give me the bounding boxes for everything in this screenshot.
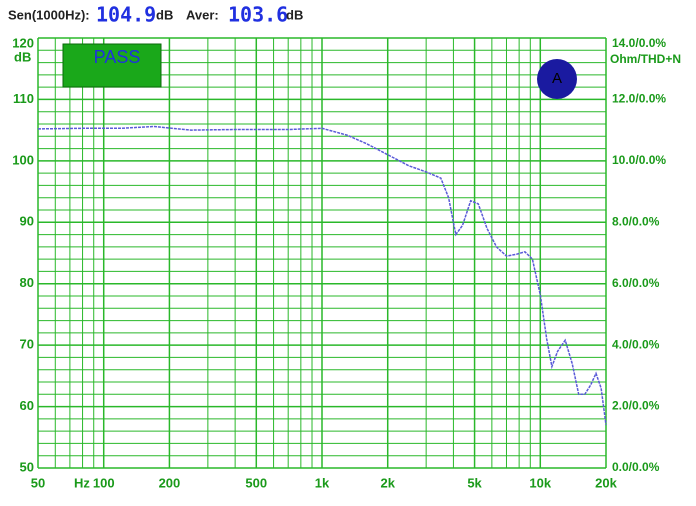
- y-tick-label: 100: [12, 152, 34, 167]
- y-tick-label: 50: [20, 459, 34, 474]
- x-tick-label: 10k: [529, 475, 551, 490]
- y2-tick-label: 14.0/0.0%: [612, 36, 666, 50]
- y2-axis-label: Ohm/THD+N: [610, 52, 681, 66]
- y-tick-label: 80: [20, 275, 34, 290]
- response-line: [37, 125, 607, 426]
- x-tick-label: 2k: [380, 475, 395, 490]
- x-tick-label: 200: [159, 475, 181, 490]
- y2-tick-label: 12.0/0.0%: [612, 92, 666, 106]
- x-tick-label: 500: [245, 475, 267, 490]
- x-tick-label: 1k: [315, 475, 330, 490]
- y-tick-label: 60: [20, 398, 34, 413]
- x-axis-label: Hz: [74, 475, 90, 490]
- aver-unit: dB: [286, 7, 303, 22]
- sen-value: 104.9: [96, 3, 156, 27]
- sen-unit: dB: [156, 7, 173, 22]
- badge: A: [552, 70, 562, 87]
- aver-value: 103.6: [228, 3, 288, 27]
- y-tick-label: 110: [13, 91, 34, 106]
- badge-circle: [537, 59, 577, 99]
- y2-tick-label: 2.0/0.0%: [612, 399, 660, 413]
- aver-label: Aver:: [186, 7, 219, 22]
- x-tick-label: 100: [93, 475, 115, 490]
- x-tick-label: 20k: [595, 475, 617, 490]
- x-tick-label: 50: [31, 475, 45, 490]
- x-tick-label: 5k: [467, 475, 482, 490]
- status: PASS: [94, 47, 141, 67]
- sen-label: Sen(1000Hz):: [8, 7, 90, 22]
- status-box: [62, 43, 162, 88]
- y-axis-label: dB: [14, 49, 31, 64]
- y2-tick-label: 8.0/0.0%: [612, 214, 660, 228]
- y2-tick-label: 4.0/0.0%: [612, 337, 660, 351]
- y2-tick-label: 10.0/0.0%: [612, 153, 666, 167]
- y-tick-label: 120: [12, 35, 34, 50]
- y2-tick-label: 6.0/0.0%: [612, 276, 660, 290]
- y2-tick-label: 0.0/0.0%: [612, 460, 660, 474]
- y-tick-label: 70: [20, 337, 34, 352]
- y-tick-label: 90: [20, 214, 34, 229]
